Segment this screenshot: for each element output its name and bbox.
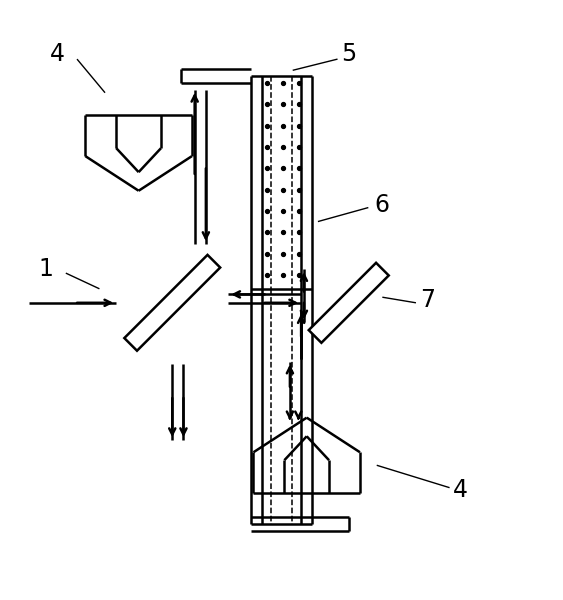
Text: 6: 6 [375, 193, 390, 217]
Text: 5: 5 [341, 41, 356, 65]
Polygon shape [124, 255, 220, 351]
Text: 7: 7 [419, 288, 435, 312]
Text: 4: 4 [50, 41, 65, 65]
Polygon shape [309, 263, 388, 343]
Text: 1: 1 [39, 257, 53, 281]
Text: 4: 4 [453, 478, 468, 502]
